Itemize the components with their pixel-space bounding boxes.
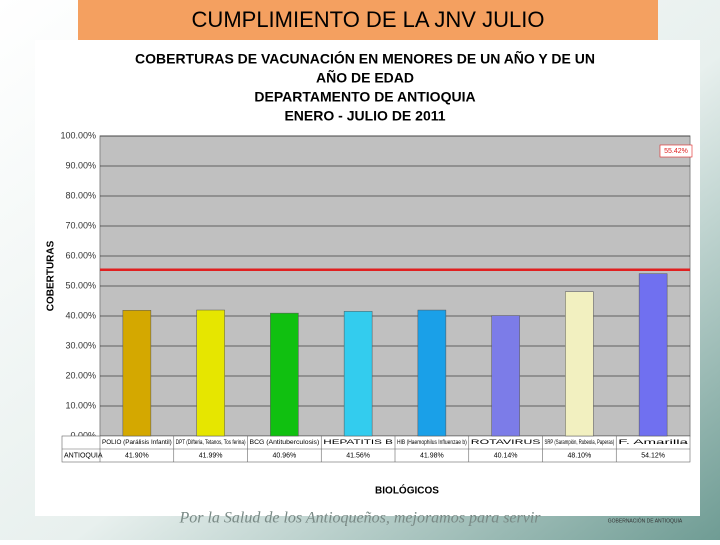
x-tick-label: F. Amarilla (618, 440, 689, 446)
x-tick-label: HEPATITIS B (323, 440, 393, 446)
y-tick-label: 20.00% (65, 370, 96, 380)
chart-title: ENERO - JULIO DE 2011 (284, 108, 445, 124)
header-box (78, 0, 658, 40)
y-tick-label: 90.00% (65, 160, 96, 170)
value-label: 48.10% (568, 452, 592, 459)
header-title: CUMPLIMIENTO DE LA JNV JULIO (192, 7, 545, 32)
footer-slogan: Por la Salud de los Antioqueños, mejoram… (178, 510, 541, 527)
value-label: 54.12% (641, 452, 665, 459)
x-tick-label: BCG (Antituberculosis) (250, 440, 320, 446)
bar (565, 291, 594, 437)
y-axis-label: COBERTURAS (46, 240, 57, 311)
bar (417, 309, 447, 437)
bar (343, 311, 373, 437)
x-tick-label: HIB (Haemophilus Influenzae b) (397, 440, 467, 446)
bar (122, 310, 152, 437)
chart-title: DEPARTAMENTO DE ANTIOQUIA (254, 89, 475, 105)
x-tick-label: POLIO (Parálisis Infantil) (102, 440, 172, 446)
value-label: 41.56% (346, 452, 370, 459)
value-label: 41.90% (125, 452, 149, 459)
target-label: 55.42% (664, 148, 688, 155)
value-label: 40.96% (273, 452, 297, 459)
y-tick-label: 60.00% (65, 250, 96, 260)
x-tick-label: ROTAVIRUS (471, 440, 541, 446)
y-tick-label: 50.00% (65, 280, 96, 290)
footer-logo: GOBERNACIÓN DE ANTIOQUIA (608, 517, 683, 524)
bar (491, 315, 520, 437)
x-tick-label: SRP (Sarampión, Rubeola, Paperas) (545, 440, 615, 446)
value-label: 41.98% (420, 452, 444, 459)
y-tick-label: 10.00% (65, 400, 96, 410)
y-tick-label: 40.00% (65, 310, 96, 320)
y-tick-label: 0.00% (70, 430, 96, 440)
chart-title: AÑO DE EDAD (316, 69, 414, 86)
y-tick-label: 30.00% (65, 340, 96, 350)
chart-title: COBERTURAS DE VACUNACIÓN EN MENORES DE U… (135, 50, 595, 67)
y-tick-label: 80.00% (65, 190, 96, 200)
y-tick-label: 70.00% (65, 220, 96, 230)
x-tick-label: DPT (Difteria, Tetanos, Tos ferina) (176, 440, 246, 446)
value-label: 41.99% (199, 452, 223, 459)
row-label: ANTIOQUIA (64, 452, 103, 459)
bar (638, 273, 668, 437)
value-label: 40.14% (494, 452, 518, 459)
bar (270, 312, 299, 437)
y-tick-label: 100.00% (60, 130, 96, 140)
x-axis-label: BIOLÓGICOS (375, 484, 439, 497)
bar (196, 309, 225, 437)
target-label-box (659, 144, 693, 158)
